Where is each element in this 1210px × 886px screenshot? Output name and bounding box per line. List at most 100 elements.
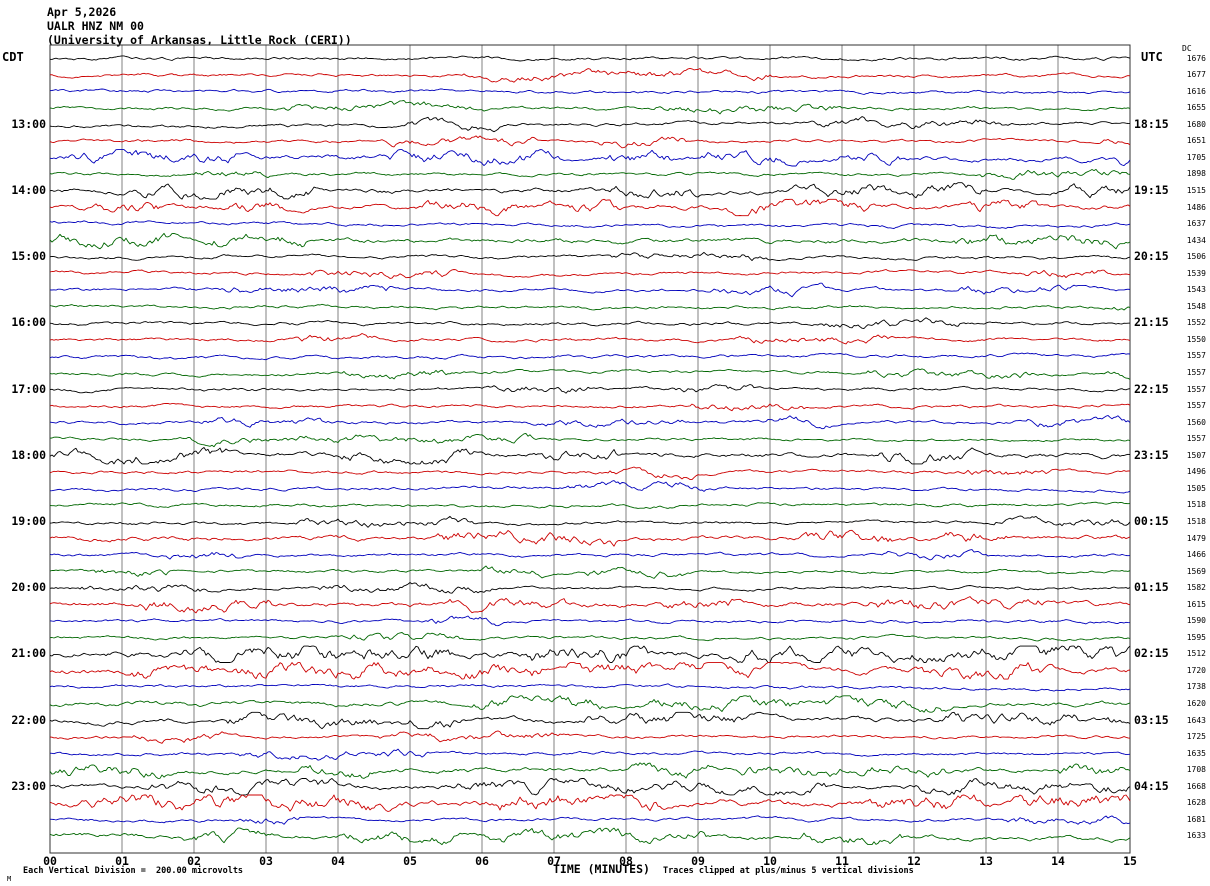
dc-value: 1725: [1186, 732, 1206, 742]
cdt-hour-label: 13:00: [11, 116, 46, 131]
dc-value: 1496: [1186, 467, 1206, 477]
x-tick-label: 15: [1123, 854, 1137, 868]
trace-row: [49, 303, 1131, 311]
dc-value: 1512: [1186, 649, 1206, 659]
x-tick-label: 09: [691, 854, 705, 868]
dc-value: 1569: [1186, 566, 1206, 576]
utc-hour-label: 02:15: [1134, 646, 1169, 661]
dc-value: 1651: [1186, 136, 1206, 146]
dc-value: 1705: [1186, 152, 1206, 162]
dc-value: 1676: [1186, 53, 1206, 63]
trace-row: [49, 182, 1131, 200]
cdt-hour-label: 16:00: [11, 315, 46, 330]
utc-hour-label: 00:15: [1134, 513, 1169, 528]
trace-row: [49, 88, 1131, 95]
cdt-hour-label: 23:00: [11, 778, 46, 793]
trace-row: [49, 815, 1131, 825]
trace-row: [49, 269, 1131, 279]
trace-row: [49, 549, 1131, 561]
trace-row: [49, 645, 1131, 663]
dc-value: 1668: [1186, 781, 1206, 791]
trace-row: [49, 333, 1131, 345]
dc-value: 1486: [1186, 202, 1206, 212]
trace-row: [49, 135, 1131, 149]
x-tick-label: 00: [43, 854, 57, 868]
trace-row: [49, 368, 1131, 380]
trace-row: [49, 116, 1131, 133]
trace-row: [49, 565, 1131, 579]
x-tick-label: 01: [115, 854, 129, 868]
dc-value: 1557: [1186, 434, 1206, 444]
cdt-hour-label: 22:00: [11, 712, 46, 727]
x-axis-title: TIME (MINUTES): [553, 862, 650, 876]
trace-row: [49, 402, 1131, 412]
trace-row: [49, 433, 1131, 448]
utc-hour-label: 22:15: [1134, 381, 1169, 396]
trace-row: [49, 827, 1131, 846]
x-tick-label: 07: [547, 854, 561, 868]
trace-row: [49, 55, 1131, 62]
dc-value: 1898: [1186, 169, 1206, 179]
dc-value: 1543: [1186, 285, 1206, 295]
dc-value: 1590: [1186, 616, 1206, 626]
dc-value: 1615: [1186, 599, 1206, 609]
trace-row: [49, 762, 1131, 779]
dc-value: 1620: [1186, 699, 1206, 708]
x-tick-label: 06: [475, 854, 489, 868]
utc-hour-label: 21:15: [1134, 315, 1169, 330]
dc-value: 1680: [1186, 119, 1206, 129]
trace-row: [49, 100, 1131, 115]
dc-value: 1515: [1186, 185, 1206, 195]
x-tick-label: 08: [619, 854, 633, 868]
clip-note: Traces clipped at plus/minus 5 vertical …: [663, 866, 914, 876]
trace-row: [49, 683, 1131, 692]
trace-row: [49, 251, 1131, 262]
x-tick-label: 13: [979, 854, 993, 868]
trace-row: [49, 198, 1131, 217]
trace-row: [49, 384, 1131, 394]
dc-value: 1506: [1186, 252, 1206, 262]
trace-row: [49, 232, 1131, 250]
dc-value: 1633: [1186, 831, 1206, 841]
dc-value: 1628: [1186, 798, 1206, 808]
dc-value: 1557: [1186, 351, 1206, 361]
x-tick-label: 05: [403, 854, 417, 868]
header-institution: (University of Arkansas, Little Rock (CE…: [47, 33, 352, 47]
trace-row: [49, 596, 1131, 614]
trace-row: [49, 447, 1131, 465]
utc-hour-label: 20:15: [1134, 249, 1169, 264]
trace-row: [49, 220, 1131, 229]
cdt-hour-label: 15:00: [11, 249, 46, 264]
trace-row: [49, 168, 1131, 180]
x-tick-label: 12: [907, 854, 921, 868]
dc-value: 1677: [1186, 70, 1206, 79]
dc-value: 1507: [1186, 450, 1206, 460]
dc-value: 1548: [1186, 301, 1206, 311]
dc-value: 1720: [1186, 665, 1206, 675]
stray-character: M: [7, 875, 12, 883]
trace-row: [49, 282, 1131, 298]
dc-value: 1518: [1186, 516, 1206, 526]
trace-row: [49, 317, 1131, 329]
trace-row: [49, 515, 1131, 528]
dc-value: 1557: [1186, 384, 1206, 394]
dc-value: 1557: [1186, 401, 1206, 411]
x-tick-label: 11: [835, 854, 849, 868]
utc-hour-label: 01:15: [1134, 580, 1169, 595]
dc-column-header: DC: [1182, 44, 1192, 53]
cdt-hour-label: 19:00: [11, 513, 46, 528]
trace-row: [49, 352, 1131, 361]
x-tick-label: 14: [1051, 854, 1065, 868]
dc-value: 1479: [1186, 533, 1206, 543]
dc-value: 1466: [1186, 550, 1206, 559]
x-tick-label: 10: [763, 854, 777, 868]
trace-row: [49, 748, 1131, 761]
trace-row: [49, 529, 1131, 547]
cdt-hour-label: 20:00: [11, 580, 46, 595]
dc-value: 1616: [1186, 86, 1206, 96]
dc-value: 1550: [1186, 334, 1206, 344]
utc-hour-label: 18:15: [1134, 116, 1169, 131]
dc-value: 1552: [1186, 318, 1206, 328]
